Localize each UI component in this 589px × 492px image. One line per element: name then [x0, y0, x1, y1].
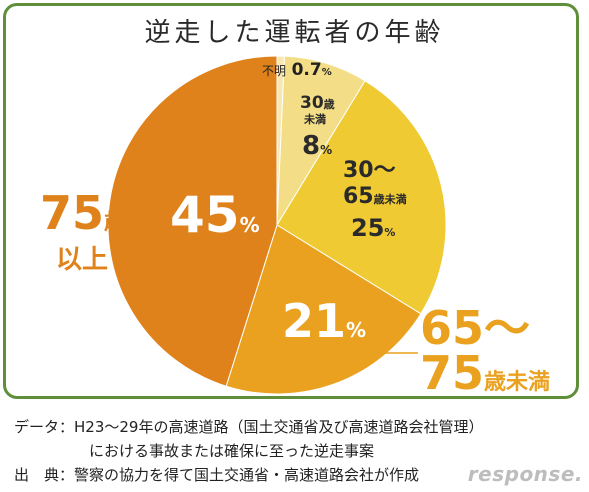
data-note-line2: における事故または確保に至った逆走事案 [89, 442, 375, 460]
chart-title: 逆走した運転者の年齢 [144, 18, 445, 48]
slice-label-30-65-a: 30〜 [343, 158, 396, 183]
slice-label-unknown: 不明 0.7% [262, 60, 332, 80]
slice-value-30-65: 25% [351, 214, 396, 242]
source-note: 出 典：警察の協力を得て国土交通省・高速道路会社が作成 [14, 466, 420, 484]
slice-label-65-75-a: 65〜 [420, 301, 531, 355]
response-watermark: response. [467, 462, 583, 486]
slice-value-65-75: 21% [282, 294, 367, 348]
pie-slice-4 [107, 55, 278, 387]
slice-label-65-75-b: 75歳未満 [420, 346, 551, 400]
data-note-line1: データ：H23〜29年の高速道路（国土交通省及び高速道路会社管理） [14, 418, 484, 436]
slice-label-over75-a: 75歳 [40, 186, 127, 240]
pie-slice-2 [276, 80, 447, 315]
slice-label-over75-b: 以上 [56, 245, 109, 275]
slice-value-under30: 8% [302, 131, 333, 161]
slice-label-30-65-b: 65歳未満 [343, 184, 407, 209]
slice-label-under30: 30歳 [300, 93, 335, 113]
pie-slice-3 [225, 224, 422, 395]
slice-label-under30-suffix: 未満 [304, 113, 326, 126]
slice-value-over75: 45% [170, 186, 260, 244]
